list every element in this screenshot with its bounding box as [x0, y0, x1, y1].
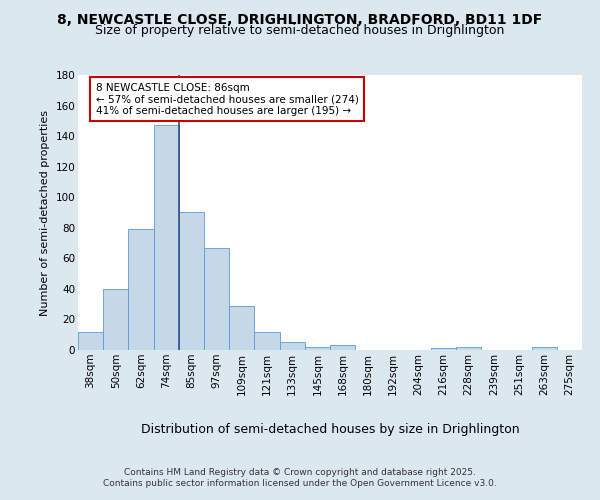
Bar — [103, 289, 128, 350]
Bar — [305, 347, 330, 350]
Bar — [431, 348, 456, 350]
Bar — [280, 342, 305, 350]
Bar — [128, 230, 154, 350]
Text: 8 NEWCASTLE CLOSE: 86sqm
← 57% of semi-detached houses are smaller (274)
41% of : 8 NEWCASTLE CLOSE: 86sqm ← 57% of semi-d… — [95, 82, 359, 116]
Bar — [154, 126, 179, 350]
Bar — [204, 248, 229, 350]
Bar — [179, 212, 204, 350]
Bar — [330, 346, 355, 350]
Bar — [532, 347, 557, 350]
Text: 8, NEWCASTLE CLOSE, DRIGHLINGTON, BRADFORD, BD11 1DF: 8, NEWCASTLE CLOSE, DRIGHLINGTON, BRADFO… — [58, 12, 542, 26]
Y-axis label: Number of semi-detached properties: Number of semi-detached properties — [40, 110, 50, 316]
Text: Size of property relative to semi-detached houses in Drighlington: Size of property relative to semi-detach… — [95, 24, 505, 37]
Text: Contains HM Land Registry data © Crown copyright and database right 2025.
Contai: Contains HM Land Registry data © Crown c… — [103, 468, 497, 487]
Bar — [456, 347, 481, 350]
Text: Distribution of semi-detached houses by size in Drighlington: Distribution of semi-detached houses by … — [140, 422, 520, 436]
Bar — [254, 332, 280, 350]
Bar — [78, 332, 103, 350]
Bar — [229, 306, 254, 350]
